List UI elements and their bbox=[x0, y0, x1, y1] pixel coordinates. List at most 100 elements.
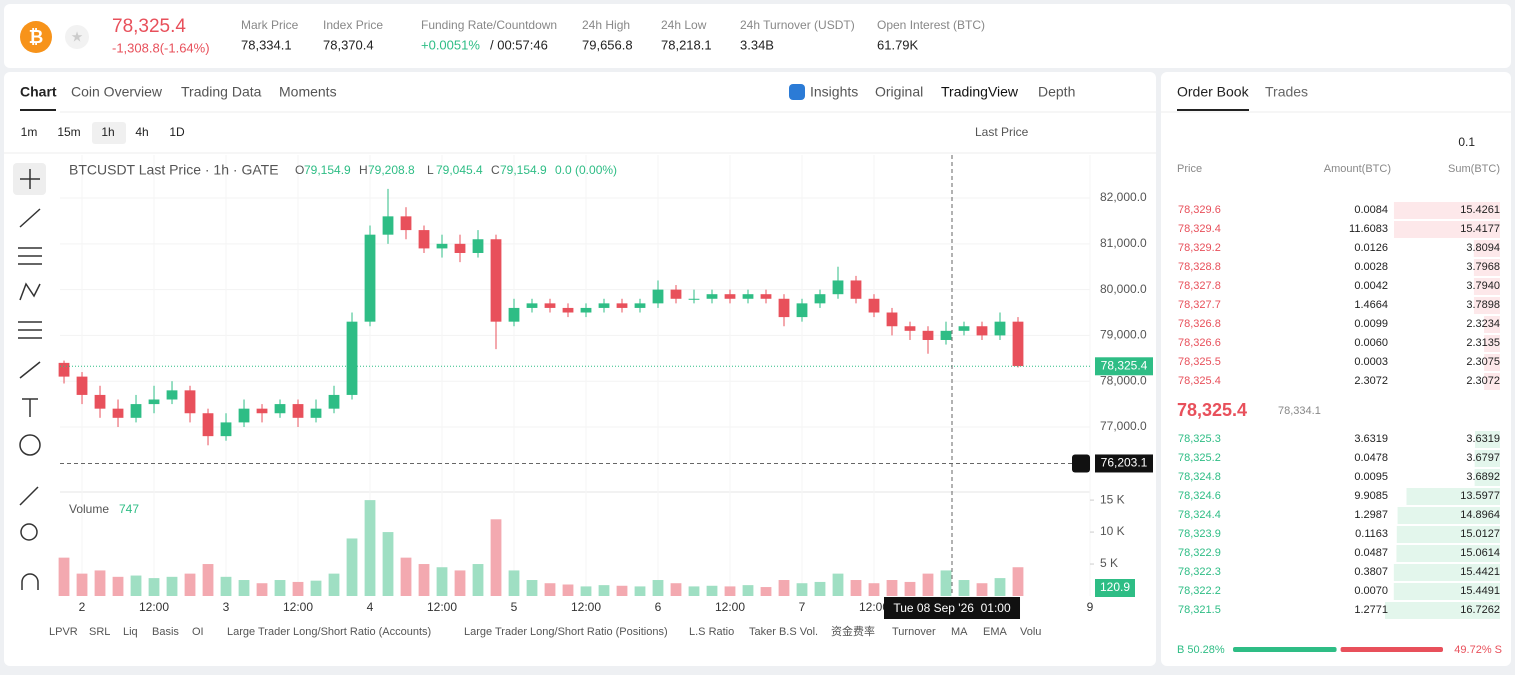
tool-emoji[interactable] bbox=[19, 434, 41, 456]
volume-bar bbox=[508, 570, 520, 596]
ob-price: 78,326.6 bbox=[1178, 337, 1221, 349]
x-tick-label: 7 bbox=[799, 600, 806, 614]
ob-sum: 15.4491 bbox=[1460, 585, 1500, 597]
volume-bar bbox=[148, 578, 160, 596]
tool-fib[interactable] bbox=[18, 247, 42, 265]
candle-body bbox=[562, 307, 574, 313]
volume-bar bbox=[634, 586, 646, 596]
indicator[interactable]: L.S Ratio bbox=[689, 626, 734, 638]
indicator[interactable]: Taker B.S Vol. bbox=[749, 626, 818, 638]
tool-magnet[interactable] bbox=[21, 573, 39, 590]
candle-body bbox=[544, 303, 556, 308]
candle-body bbox=[724, 294, 736, 299]
stat-value: 78,218.1 bbox=[661, 37, 712, 52]
indicator[interactable]: Liq bbox=[123, 626, 138, 638]
favorite[interactable] bbox=[65, 25, 89, 49]
interval[interactable]: 15m bbox=[57, 125, 80, 139]
stat-value: 78,370.4 bbox=[323, 37, 374, 52]
candle-body bbox=[148, 399, 160, 405]
price-type[interactable]: Last Price bbox=[975, 125, 1029, 139]
tool-cross[interactable] bbox=[20, 169, 40, 189]
view-tab[interactable]: Original bbox=[875, 84, 923, 100]
interval[interactable]: 4h bbox=[135, 125, 148, 139]
tool-levels[interactable] bbox=[18, 321, 42, 339]
ob-price: 78,325.5 bbox=[1178, 356, 1221, 368]
chart-tab[interactable]: Moments bbox=[279, 84, 337, 100]
tool-ruler[interactable] bbox=[19, 486, 39, 506]
ob-tab[interactable]: Trades bbox=[1265, 84, 1308, 100]
volume-bar bbox=[922, 573, 934, 596]
x-tick-label: 12:00 bbox=[283, 600, 313, 614]
ob-price: 78,326.8 bbox=[1178, 318, 1221, 330]
indicator[interactable]: Large Trader Long/Short Ratio (Positions… bbox=[464, 626, 668, 638]
stat-label: 24h Low bbox=[661, 18, 707, 32]
chart-tab[interactable]: Trading Data bbox=[181, 84, 262, 100]
ob-price: 78,327.8 bbox=[1178, 280, 1221, 292]
tool-line[interactable] bbox=[19, 208, 41, 228]
candle-body bbox=[868, 298, 880, 313]
indicator[interactable]: 资金费率 bbox=[831, 624, 875, 638]
tool-zoom[interactable] bbox=[20, 523, 38, 541]
volume-bar bbox=[706, 585, 718, 596]
ob-sum: 2.3135 bbox=[1466, 337, 1500, 349]
indicator[interactable]: OI bbox=[192, 626, 204, 638]
tool-pattern[interactable] bbox=[19, 282, 41, 301]
x-tick-label: 12:00 bbox=[571, 600, 601, 614]
candle-body bbox=[580, 307, 592, 313]
ob-price: 78,322.3 bbox=[1178, 566, 1221, 578]
indicator[interactable]: Turnover bbox=[892, 626, 936, 638]
y-tick-label: 81,000.0 bbox=[1100, 236, 1147, 250]
indicator[interactable]: LPVR bbox=[49, 626, 78, 638]
interval[interactable]: 1h bbox=[101, 125, 114, 139]
interval[interactable]: 1m bbox=[21, 125, 38, 139]
indicator[interactable]: Large Trader Long/Short Ratio (Accounts) bbox=[227, 626, 431, 638]
ob-sum: 3.8094 bbox=[1466, 242, 1500, 254]
crosshair-plus bbox=[1072, 454, 1090, 473]
content: Mark Price 78,334.1 Index Price 78,370.4 Fun… bbox=[20, 18, 1502, 656]
volume-bar bbox=[796, 583, 808, 596]
chart-tab[interactable]: Coin Overview bbox=[71, 84, 163, 100]
indicator[interactable]: SRL bbox=[89, 626, 110, 638]
ob-price: 78,327.7 bbox=[1178, 299, 1221, 311]
view-tab[interactable]: TradingView bbox=[941, 84, 1019, 100]
volume-bar bbox=[688, 586, 700, 596]
indicator[interactable]: Volu bbox=[1020, 626, 1041, 638]
view-tab[interactable]: Insights bbox=[810, 84, 858, 100]
ob-sum: 3.7940 bbox=[1466, 280, 1500, 292]
candle-body bbox=[346, 321, 358, 395]
ob-price: 78,324.4 bbox=[1178, 509, 1221, 521]
candle-body bbox=[1012, 321, 1024, 367]
tool-text[interactable] bbox=[22, 398, 38, 417]
stat-value: 79,656.8 bbox=[582, 37, 633, 52]
tool-brush[interactable] bbox=[19, 361, 41, 379]
volume-bar bbox=[364, 500, 376, 596]
volume-bar bbox=[94, 570, 106, 596]
precision[interactable]: 0.1 bbox=[1458, 135, 1475, 149]
indicator[interactable]: MA bbox=[951, 626, 968, 638]
interval[interactable]: 1D bbox=[169, 125, 185, 139]
ob-amount: 0.3807 bbox=[1354, 566, 1388, 578]
volume-tag bbox=[1095, 579, 1135, 597]
candle-body bbox=[706, 294, 718, 299]
ob-tab[interactable]: Order Book bbox=[1177, 84, 1250, 100]
chart-tab[interactable]: Chart bbox=[20, 84, 57, 100]
volume-bar bbox=[598, 585, 610, 596]
candle-body bbox=[958, 326, 970, 331]
candle-body bbox=[202, 413, 214, 437]
volume-bar bbox=[292, 581, 304, 596]
ob-sum: 15.0614 bbox=[1460, 547, 1500, 559]
candle-body bbox=[274, 404, 286, 414]
last-price-label: 78,325.4 bbox=[1101, 358, 1148, 372]
view-tab[interactable]: Depth bbox=[1038, 84, 1075, 100]
volume-bar bbox=[310, 580, 322, 596]
volume-bar bbox=[400, 557, 412, 596]
indicator[interactable]: Basis bbox=[152, 626, 179, 638]
ratio-sell-label: 49.72% S bbox=[1454, 644, 1502, 656]
ohlc-value: 79,154.9 bbox=[500, 163, 547, 177]
volume-bar bbox=[58, 557, 70, 596]
ob-sum: 15.4177 bbox=[1460, 223, 1500, 235]
volume-bar bbox=[328, 573, 340, 596]
candle-body bbox=[904, 326, 916, 331]
indicator[interactable]: EMA bbox=[983, 626, 1008, 638]
last-price: 78,325.4 bbox=[112, 16, 186, 37]
